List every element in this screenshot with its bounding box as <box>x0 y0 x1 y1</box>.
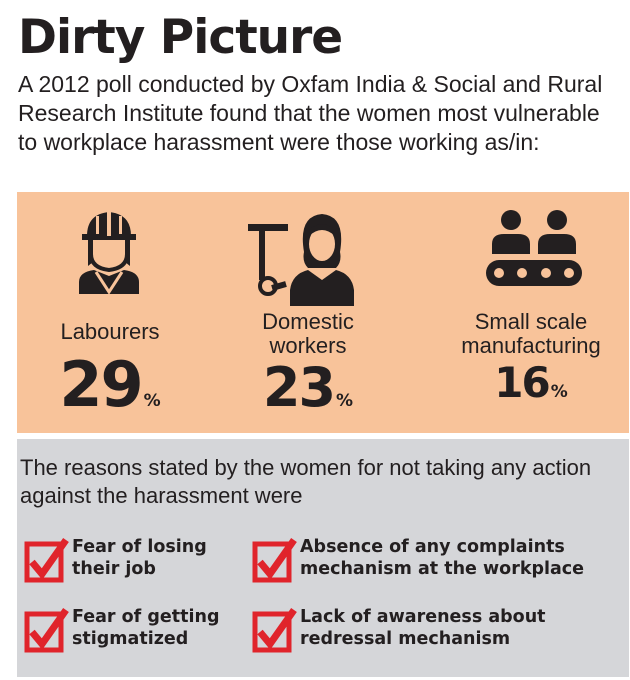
reason-line1: Fear of losing <box>72 537 207 557</box>
stat-value: 29% <box>30 350 190 436</box>
reason-text: Fear of getting stigmatized <box>72 606 220 650</box>
stat-unit: % <box>143 391 161 411</box>
reason-text: Lack of awareness about redressal mechan… <box>300 606 546 650</box>
reason-line1: Fear of getting <box>72 607 220 627</box>
checkbox-checked-icon <box>24 537 69 583</box>
reason-line2: redressal mechanism <box>300 629 511 649</box>
stat-value: 16% <box>438 360 624 415</box>
stat-label: Domestic workers <box>228 310 388 358</box>
reason-item: Fear of getting stigmatized <box>24 606 274 656</box>
stat-domestic-workers: Domestic workers 23% <box>228 192 388 432</box>
conveyor-belt-workers-icon <box>486 210 582 286</box>
stat-label-line2: workers <box>269 333 347 358</box>
reason-text: Absence of any complaints mechanism at t… <box>300 536 584 580</box>
stat-small-scale-manufacturing: Small scale manufacturing 16% <box>438 192 624 432</box>
reason-line2: their job <box>72 559 156 579</box>
stat-label: Small scale manufacturing <box>438 310 624 358</box>
reason-line1: Absence of any complaints <box>300 537 565 557</box>
stat-label-line1: Small scale <box>474 309 588 334</box>
stat-number: 29 <box>59 348 143 421</box>
reason-line2: stigmatized <box>72 629 189 649</box>
reasons-panel <box>17 439 629 677</box>
reason-line2: mechanism at the workplace <box>300 559 585 579</box>
reason-item: Lack of awareness about redressal mechan… <box>252 606 622 656</box>
stat-value: 23% <box>228 358 388 431</box>
domestic-worker-icon <box>248 214 354 306</box>
stat-number: 16 <box>494 358 550 407</box>
reason-line1: Lack of awareness about <box>300 607 546 627</box>
checkbox-checked-icon <box>252 607 297 653</box>
stat-label: Labourers <box>30 320 190 344</box>
reason-item: Absence of any complaints mechanism at t… <box>252 536 622 586</box>
checkbox-checked-icon <box>24 607 69 653</box>
intro-text: A 2012 poll conducted by Oxfam India & S… <box>18 71 603 155</box>
stat-unit: % <box>550 382 568 402</box>
checkbox-checked-icon <box>252 537 297 583</box>
construction-worker-icon <box>79 210 139 294</box>
stat-label-line2: manufacturing <box>461 333 601 358</box>
stat-unit: % <box>336 391 354 411</box>
reason-text: Fear of losing their job <box>72 536 207 580</box>
stat-label-line1: Labourers <box>60 319 160 344</box>
reason-item: Fear of losing their job <box>24 536 274 586</box>
stat-labourers: Labourers 29% <box>30 192 190 432</box>
stat-number: 23 <box>262 356 336 419</box>
stat-label-line1: Domestic <box>262 309 354 334</box>
reasons-intro-text: The reasons stated by the women for not … <box>20 455 592 508</box>
page-title: Dirty Picture <box>18 10 343 65</box>
